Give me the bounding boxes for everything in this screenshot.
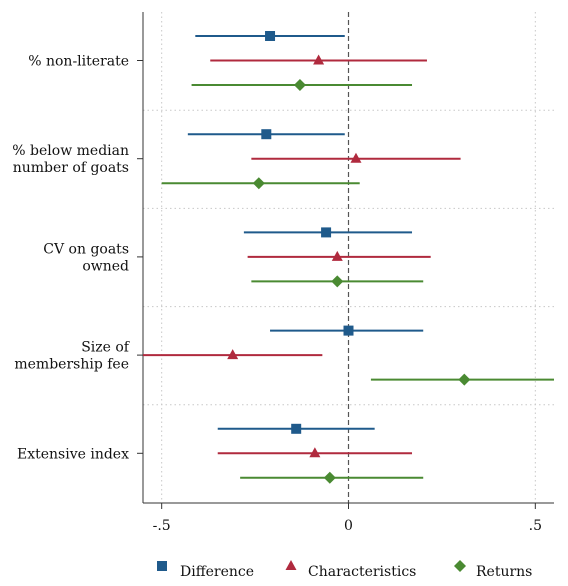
chart-marks xyxy=(143,31,554,484)
category-label: CV on goats xyxy=(43,241,129,257)
point-estimate-difference xyxy=(343,325,354,336)
x-tick-label: 0 xyxy=(344,518,353,534)
axes: -.5 0 .5 xyxy=(137,12,554,534)
point-estimate-returns xyxy=(293,79,306,91)
point-estimate-characteristics xyxy=(313,54,325,65)
category-label: number of goats xyxy=(13,160,129,176)
point-estimate-returns xyxy=(331,275,344,288)
legend-item-difference: Difference xyxy=(157,561,254,580)
point-estimate-returns xyxy=(323,471,336,484)
category-label: % below median xyxy=(12,143,129,159)
point-estimate-returns xyxy=(252,177,265,190)
legend: Difference Characteristics Returns xyxy=(157,560,532,580)
point-estimate-difference xyxy=(261,129,272,140)
point-estimate-characteristics xyxy=(227,349,239,360)
legend-item-returns: Returns xyxy=(454,560,532,580)
grid-lines xyxy=(143,12,554,503)
legend-marker-diamond xyxy=(454,560,466,572)
legend-marker-triangle xyxy=(285,560,297,570)
category-label: owned xyxy=(82,258,129,274)
x-tick-label: .5 xyxy=(529,518,542,534)
x-tick-label: -.5 xyxy=(153,518,171,534)
legend-label: Difference xyxy=(180,564,254,580)
category-label: Size of xyxy=(81,340,131,356)
point-estimate-characteristics xyxy=(350,152,362,163)
point-estimate-returns xyxy=(458,373,471,386)
category-label: membership fee xyxy=(14,357,129,373)
point-estimate-characteristics xyxy=(309,447,321,458)
category-label: Extensive index xyxy=(17,446,129,462)
point-estimate-characteristics xyxy=(331,250,343,261)
legend-item-characteristics: Characteristics xyxy=(285,560,416,580)
legend-label: Characteristics xyxy=(308,564,416,580)
legend-marker-square xyxy=(157,561,167,571)
point-estimate-difference xyxy=(265,31,276,41)
category-label: % non-literate xyxy=(28,54,129,70)
legend-label: Returns xyxy=(476,564,532,580)
point-estimate-difference xyxy=(321,227,332,238)
point-estimate-difference xyxy=(291,423,302,434)
